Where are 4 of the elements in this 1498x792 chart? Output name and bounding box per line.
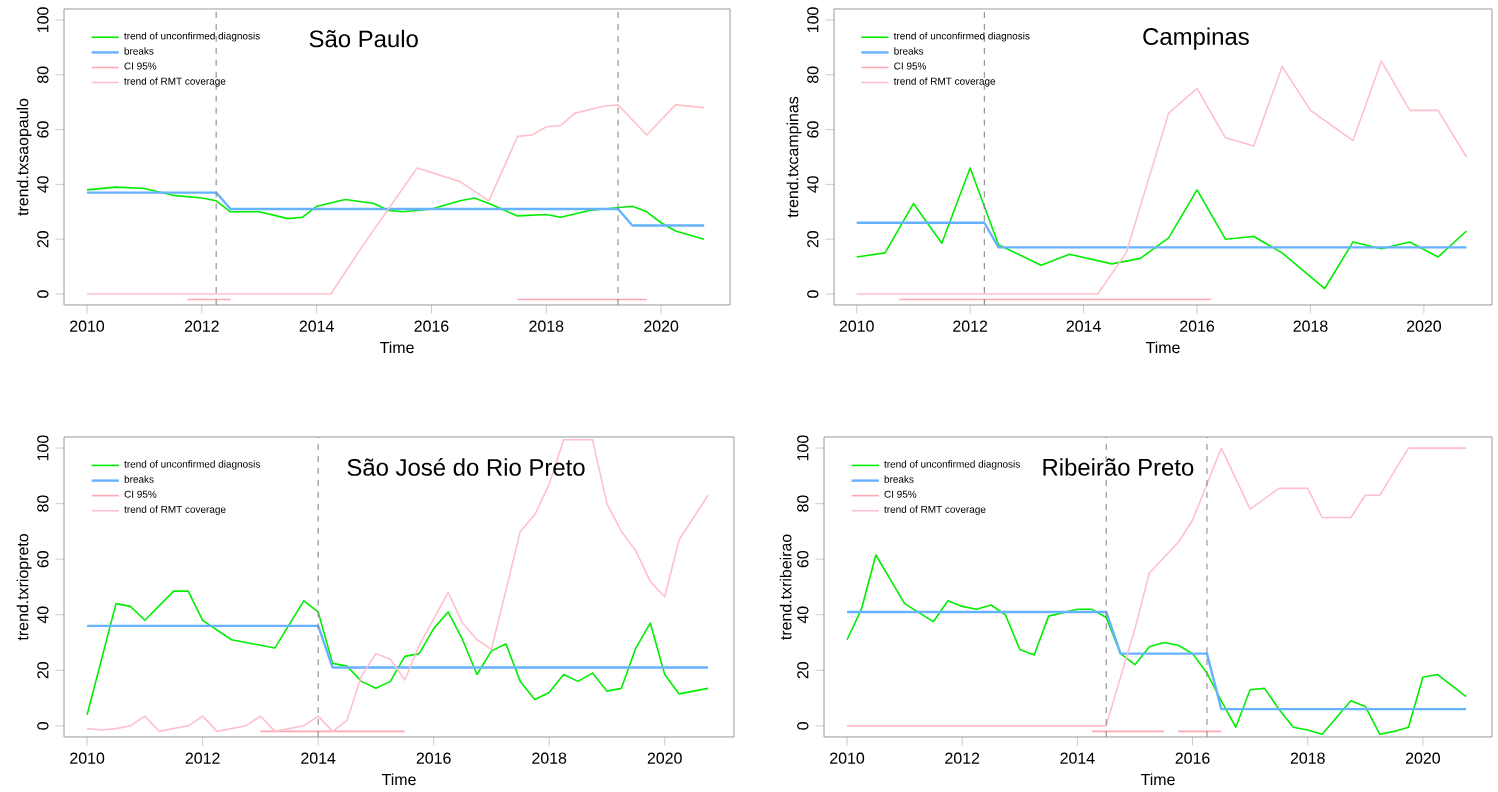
- text: São Paulo: [309, 29, 418, 48]
- text: Ribeirão Preto: [1043, 458, 1194, 476]
- text: São José do Rio Preto: [347, 458, 585, 476]
- text: Campinas: [1143, 27, 1249, 50]
